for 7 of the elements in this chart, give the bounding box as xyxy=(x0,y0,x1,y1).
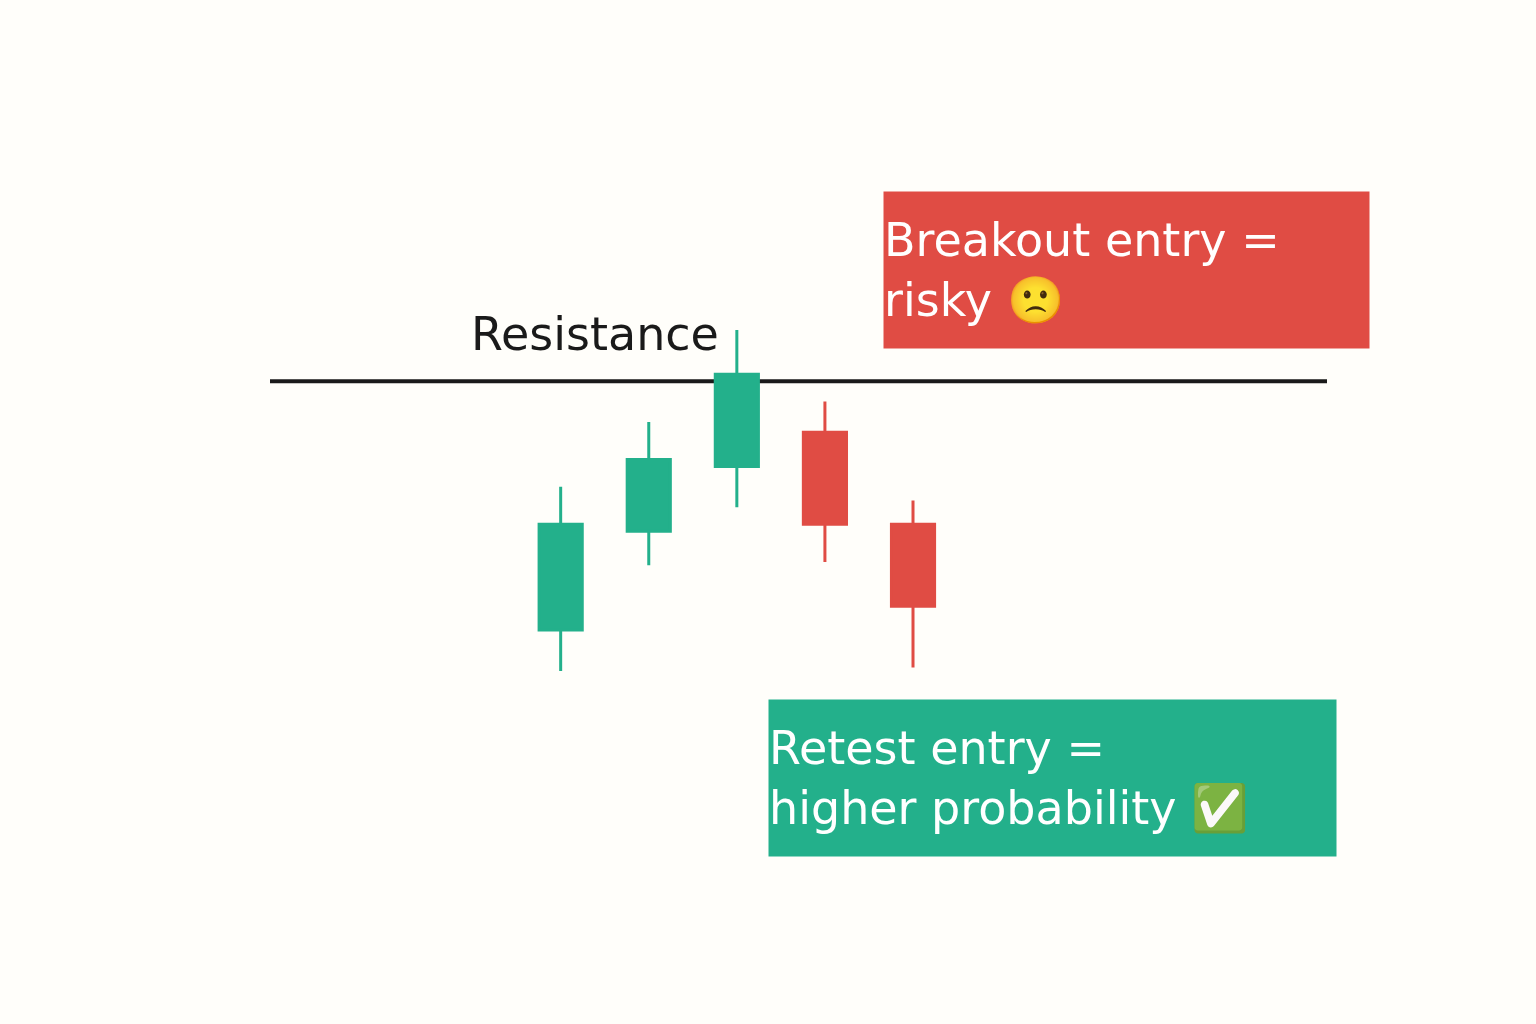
candlestick xyxy=(625,422,672,566)
text: Retest entry = higher probability ✅ xyxy=(769,721,1249,835)
candlestick xyxy=(889,500,937,668)
ref-line-label: Resistance xyxy=(471,307,719,361)
candlestick xyxy=(801,401,849,562)
candlestick xyxy=(537,486,584,671)
text: Breakout entry = risky 🙁 xyxy=(884,213,1280,327)
